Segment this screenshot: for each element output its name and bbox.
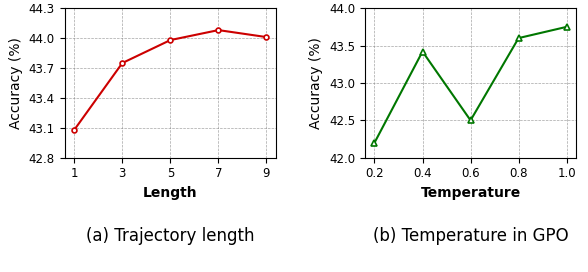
Text: (a) Trajectory length: (a) Trajectory length [86,227,255,245]
Y-axis label: Accuracy (%): Accuracy (%) [9,37,24,129]
X-axis label: Temperature: Temperature [420,186,520,200]
X-axis label: Length: Length [143,186,198,200]
Y-axis label: Accuracy (%): Accuracy (%) [309,37,323,129]
Text: (b) Temperature in GPO: (b) Temperature in GPO [373,227,569,245]
